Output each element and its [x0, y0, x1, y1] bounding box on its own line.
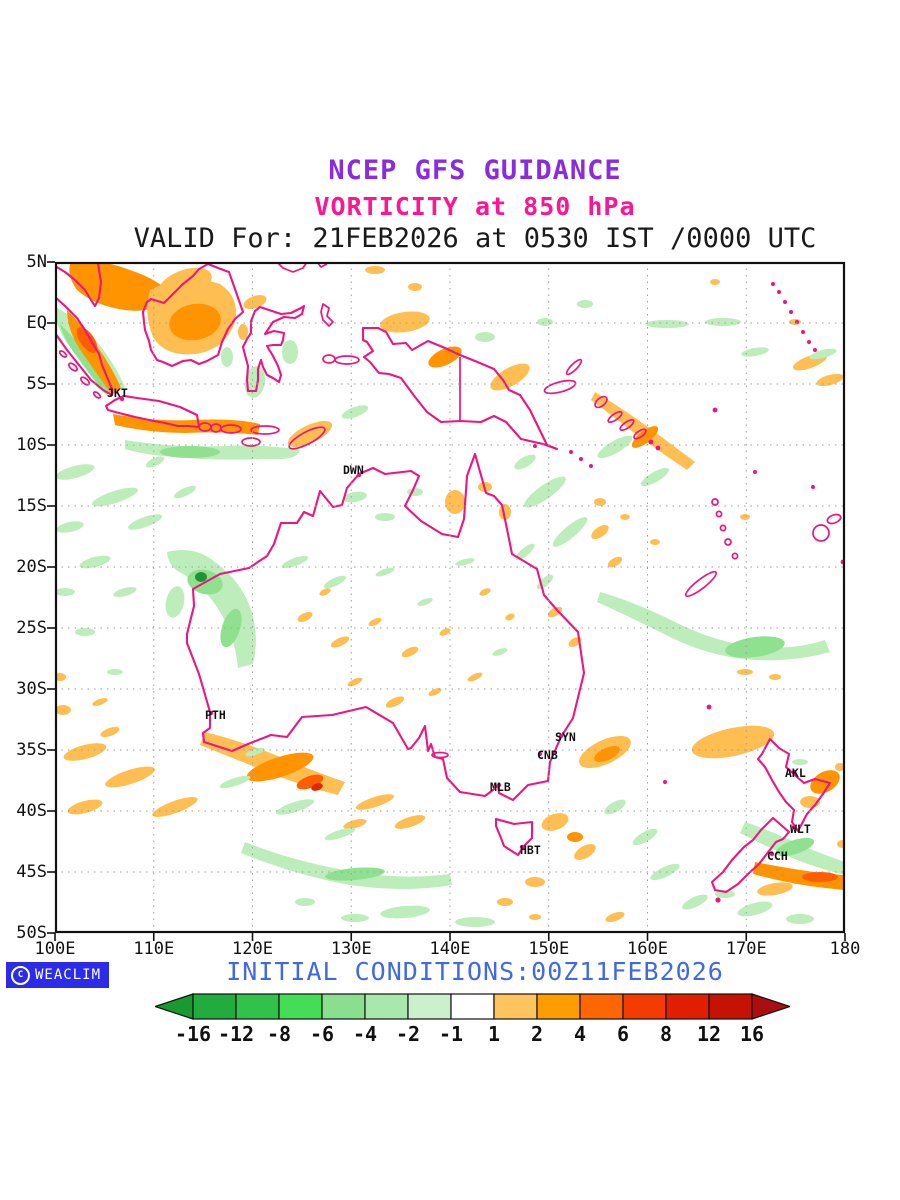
- city-label-wlt: WLT: [790, 822, 811, 836]
- lat-tick-label: 10S: [16, 435, 47, 455]
- logo-circle-icon: C: [11, 965, 30, 985]
- page-title: NCEP GFS GUIDANCE: [328, 155, 622, 186]
- coastlines: [55, 262, 845, 903]
- colorbar-tick: -2: [395, 1022, 421, 1046]
- timor: [288, 426, 326, 450]
- flores: [250, 425, 280, 435]
- colorbar-left-arrow: [155, 993, 194, 1020]
- city-label-cnb: CNB: [537, 748, 558, 762]
- tasmania-coast: [494, 817, 534, 857]
- lat-tick-label: 30S: [16, 679, 47, 699]
- colorbar-tick: -16: [174, 1022, 212, 1046]
- bougainville: [594, 395, 608, 409]
- city-labels: JKT DWN PTH SYN CNB MLB HBT AKL WLT CCH: [107, 386, 811, 863]
- lon-tick-label: 140E: [429, 939, 471, 959]
- colorbar-tick: 2: [530, 1022, 544, 1046]
- vorticity-shading: [55, 262, 845, 927]
- colorbar-tick: 4: [573, 1022, 587, 1046]
- sumba: [241, 437, 261, 447]
- new-guinea-coast: [361, 326, 559, 451]
- lon-tick-label: 180: [829, 939, 861, 959]
- colorbar-tick: 6: [616, 1022, 630, 1046]
- colorbar-tick: 8: [659, 1022, 673, 1046]
- fiji: [812, 524, 830, 542]
- lat-tick-label: 5N: [26, 252, 47, 272]
- lat-tick-label: 5S: [26, 374, 47, 394]
- kangaroo-island: [431, 751, 449, 759]
- java-coast: [104, 394, 201, 429]
- initial-conditions-line: INITIAL CONDITIONS:00Z11FEB2026: [226, 957, 724, 986]
- borneo-coast: [141, 262, 245, 368]
- colorbar-right-arrow: [751, 993, 790, 1020]
- nz-south-island-coast: [710, 816, 791, 894]
- lat-tick-label: 15S: [16, 496, 47, 516]
- halmahera: [320, 303, 334, 327]
- city-label-hbt: HBT: [520, 843, 541, 857]
- axis-ticks: [47, 261, 846, 941]
- sulawesi-coast: [241, 304, 306, 393]
- city-label-dwn: DWN: [343, 463, 364, 477]
- australia-coast: [185, 452, 586, 802]
- lon-tick-label: 150E: [528, 939, 570, 959]
- field-subtitle: VORTICITY at 850 hPa: [314, 192, 636, 221]
- valid-time-line: VALID For: 21FEB2026 at 0530 IST /0000 U…: [133, 223, 817, 254]
- colorbar-tick: -4: [352, 1022, 378, 1046]
- colorbar-tick: 1: [487, 1022, 501, 1046]
- lat-tick-label: EQ: [26, 313, 47, 333]
- stewart-island: [715, 897, 721, 903]
- lat-tick-label: 35S: [16, 740, 47, 760]
- sumbawa: [220, 424, 242, 434]
- nz-north-island-coast: [756, 737, 832, 833]
- lat-tick-label: 50S: [16, 923, 47, 943]
- city-label-cch: CCH: [767, 849, 788, 863]
- lat-tick-label: 45S: [16, 862, 47, 882]
- lon-tick-label: 100E: [34, 939, 76, 959]
- city-label-jkt: JKT: [107, 386, 128, 400]
- vorticity-map: JKT DWN PTH SYN CNB MLB HBT AKL WLT CCH: [47, 261, 846, 941]
- new-britain: [543, 379, 577, 395]
- city-label-akl: AKL: [785, 766, 806, 780]
- lon-tick-label: 120E: [232, 939, 273, 959]
- lat-tick-label: 20S: [16, 557, 47, 577]
- lon-tick-label: 160E: [627, 939, 668, 959]
- colorbar-tick: -8: [266, 1022, 292, 1046]
- colorbar-tick: 16: [739, 1022, 765, 1046]
- lon-tick-label: 130E: [330, 939, 372, 959]
- new-caledonia: [684, 570, 718, 598]
- lat-tick-label: 25S: [16, 618, 47, 638]
- logo-text: WEACLIM: [35, 967, 102, 983]
- colorbar-tick: 12: [696, 1022, 722, 1046]
- colorbar-tick: -12: [217, 1022, 255, 1046]
- colorbar-tick: -6: [309, 1022, 335, 1046]
- sumatra-east-coast: [55, 295, 114, 397]
- lon-tick-label: 110E: [133, 939, 175, 959]
- graticule: [55, 262, 845, 933]
- colorbar: [155, 993, 790, 1020]
- colorbar-tick: -1: [438, 1022, 464, 1046]
- buru: [322, 354, 336, 364]
- new-ireland: [565, 358, 583, 376]
- lat-tick-label: 40S: [16, 801, 47, 821]
- city-label-syn: SYN: [555, 730, 576, 744]
- sumatra-west-coast: [55, 331, 114, 397]
- weaclim-logo: C WEACLIM: [6, 962, 110, 988]
- city-label-pth: PTH: [205, 708, 226, 722]
- map-frame: [54, 261, 846, 934]
- city-label-mlb: MLB: [490, 780, 511, 794]
- malay-peninsula-coast: [55, 262, 103, 308]
- lon-tick-label: 170E: [725, 939, 767, 959]
- seram: [334, 355, 360, 365]
